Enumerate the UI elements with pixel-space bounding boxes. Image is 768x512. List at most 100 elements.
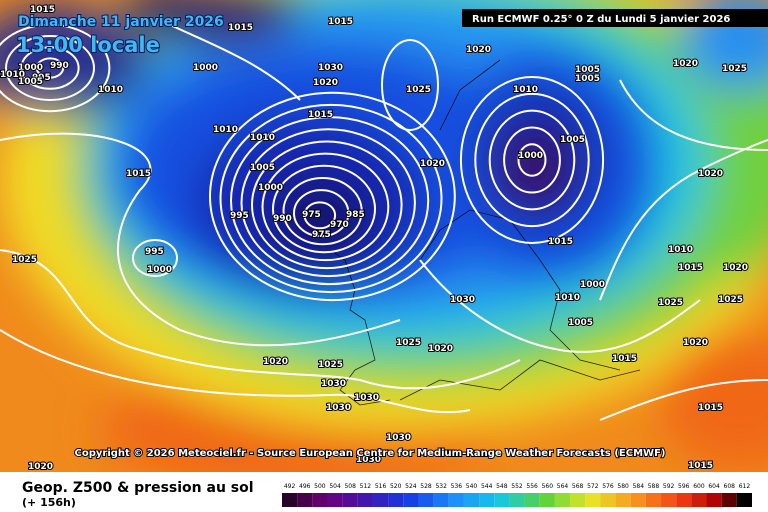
scale-label: 540 xyxy=(466,483,478,490)
isobar-label: 1015 xyxy=(30,5,55,15)
copyright: Copyright © 2026 Meteociel.fr - Source E… xyxy=(75,448,666,459)
isobar-label: 1020 xyxy=(683,338,708,348)
isobar-label: 1005 xyxy=(575,65,600,75)
isobar xyxy=(250,140,403,270)
isobar-label: 1025 xyxy=(396,338,421,348)
isobar xyxy=(209,91,456,302)
isobar xyxy=(381,39,439,131)
isobar-label: 1030 xyxy=(356,455,381,465)
isobar-label: 1010 xyxy=(213,125,238,135)
isobar-label: 1020 xyxy=(420,159,445,169)
isobar xyxy=(261,152,390,262)
scale-label: 588 xyxy=(648,483,660,490)
isobar-label: 1010 xyxy=(668,245,693,255)
isobar xyxy=(35,57,65,79)
isobar xyxy=(219,103,443,294)
isobar-label: 1015 xyxy=(308,110,333,120)
scale-swatch xyxy=(524,493,540,507)
isobar-label: 1020 xyxy=(428,344,453,354)
scale-label: 492 xyxy=(284,483,296,490)
scale-swatch xyxy=(327,493,343,507)
scale-label: 560 xyxy=(542,483,554,490)
isobar-label: 1000 xyxy=(518,151,543,161)
isobar xyxy=(474,92,590,228)
scale-label: 584 xyxy=(633,483,645,490)
isobar-label: 1025 xyxy=(12,255,37,265)
scale-label: 512 xyxy=(360,483,372,490)
scale-swatch xyxy=(297,493,313,507)
isobar-label: 970 xyxy=(330,220,349,230)
scale-swatch xyxy=(736,493,752,507)
isobar xyxy=(20,46,80,90)
isobar xyxy=(619,79,768,151)
isobars xyxy=(0,19,768,421)
isobar-label: 1010 xyxy=(250,133,275,143)
scale-swatch xyxy=(539,493,555,507)
scale-swatch xyxy=(494,493,510,507)
isobar xyxy=(459,76,605,244)
isobar-label: 1010 xyxy=(513,85,538,95)
isobar xyxy=(517,143,547,177)
scale-label: 532 xyxy=(435,483,447,490)
scale-swatch xyxy=(282,493,298,507)
isobar xyxy=(303,201,337,230)
isobar-label: 1030 xyxy=(386,433,411,443)
scale-label: 520 xyxy=(390,483,402,490)
isobar-label: 985 xyxy=(346,210,365,220)
isobar-label: 1015 xyxy=(228,23,253,33)
scale-swatch xyxy=(630,493,646,507)
isobar-label: 1025 xyxy=(718,295,743,305)
isobar-label: 990 xyxy=(273,214,292,224)
scale-swatch xyxy=(554,493,571,507)
isobar-label: 975 xyxy=(302,210,321,220)
isobar-label: 975 xyxy=(312,230,331,240)
isobar xyxy=(0,249,521,390)
scale-label: 536 xyxy=(451,483,463,490)
scale-label: 556 xyxy=(526,483,538,490)
scale-swatch xyxy=(388,493,404,507)
scale-swatch xyxy=(418,493,434,507)
isobar-label: 1020 xyxy=(723,263,748,273)
isobar-label: 1030 xyxy=(326,403,351,413)
isobar-label: 1025 xyxy=(722,64,747,74)
scale-label: 548 xyxy=(496,483,508,490)
forecast-date: Dimanche 11 janvier 2026 xyxy=(18,14,224,30)
isobar xyxy=(240,128,416,278)
isobar-label: 1020 xyxy=(28,462,53,472)
isobar-label: 1020 xyxy=(466,45,491,55)
scale-swatch xyxy=(372,493,389,507)
isobar-label: 1025 xyxy=(318,360,343,370)
isobar-label: 1015 xyxy=(678,263,703,273)
isobar xyxy=(488,109,576,211)
scale-swatch xyxy=(342,493,358,507)
isobar-label: 990 xyxy=(50,61,69,71)
scale-swatch xyxy=(721,493,737,507)
scale-swatch xyxy=(570,493,586,507)
isobar-label: 1020 xyxy=(698,169,723,179)
scale-swatch xyxy=(312,493,328,507)
scale-label: 504 xyxy=(329,483,341,490)
isobar-label: 1000 xyxy=(258,183,283,193)
scale-label: 544 xyxy=(481,483,493,490)
scale-label: 580 xyxy=(617,483,629,490)
isobar-label: 1005 xyxy=(560,135,585,145)
isobar xyxy=(282,176,363,246)
run-info: Run ECMWF 0.25° 0 Z du Lundi 5 janvier 2… xyxy=(472,14,730,25)
scale-label: 496 xyxy=(299,483,311,490)
scale-label: 604 xyxy=(708,483,720,490)
isobar-label: 1005 xyxy=(18,77,43,87)
isobar xyxy=(5,35,95,101)
isobar-label: 1000 xyxy=(580,280,605,290)
isobar xyxy=(0,23,111,113)
isobar-label: 1005 xyxy=(575,74,600,84)
isobar-label: 1020 xyxy=(673,59,698,69)
isobar xyxy=(599,379,768,421)
scale-label: 508 xyxy=(344,483,356,490)
isobar-label: 1005 xyxy=(250,163,275,173)
isobar xyxy=(272,164,376,254)
scale-label: 572 xyxy=(587,483,599,490)
scale-label: 528 xyxy=(420,483,432,490)
